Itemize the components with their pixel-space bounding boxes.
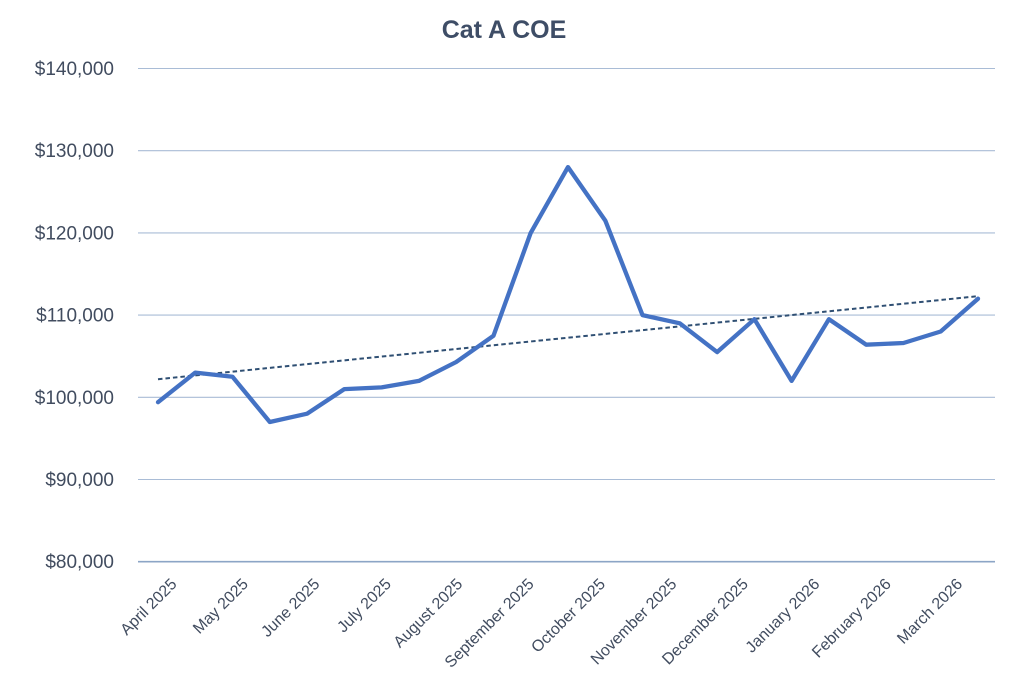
x-axis-labels: April 2025 May 2025 June 2025 July 2025Augu… xyxy=(118,576,967,672)
y-axis-tick-label: $110,000 xyxy=(36,306,114,327)
x-axis-tick-label: May 2025 xyxy=(190,576,252,638)
series-line xyxy=(155,164,981,425)
y-axis-labels: $140,000 $130,000 $120,000 $110,000 $100,000… xyxy=(35,59,114,573)
y-axis-tick-label: $130,000 xyxy=(35,141,114,162)
y-axis-tick-label: $100,000 xyxy=(35,388,114,409)
x-axis-tick-label: June 2025 xyxy=(258,576,323,641)
gridlines xyxy=(138,67,995,563)
x-axis-tick-label: April 2025 xyxy=(118,576,181,639)
y-axis-tick-label: $120,000 xyxy=(35,223,114,244)
chart-title: Cat A COE xyxy=(442,16,567,44)
y-axis-tick-label: $140,000 xyxy=(35,59,114,80)
x-axis-tick-label: March 2026 xyxy=(894,576,966,648)
x-axis-tick-label: August 2025 xyxy=(391,576,467,652)
x-axis-tick-label: January 2026 xyxy=(743,576,824,657)
y-axis-tick-label: $90,000 xyxy=(45,470,114,491)
y-axis-tick-label: $80,000 xyxy=(45,552,114,573)
x-axis-tick-label: October 2025 xyxy=(528,576,609,657)
x-axis-tick-label: July 2025 xyxy=(334,576,395,637)
trendline xyxy=(157,295,979,381)
